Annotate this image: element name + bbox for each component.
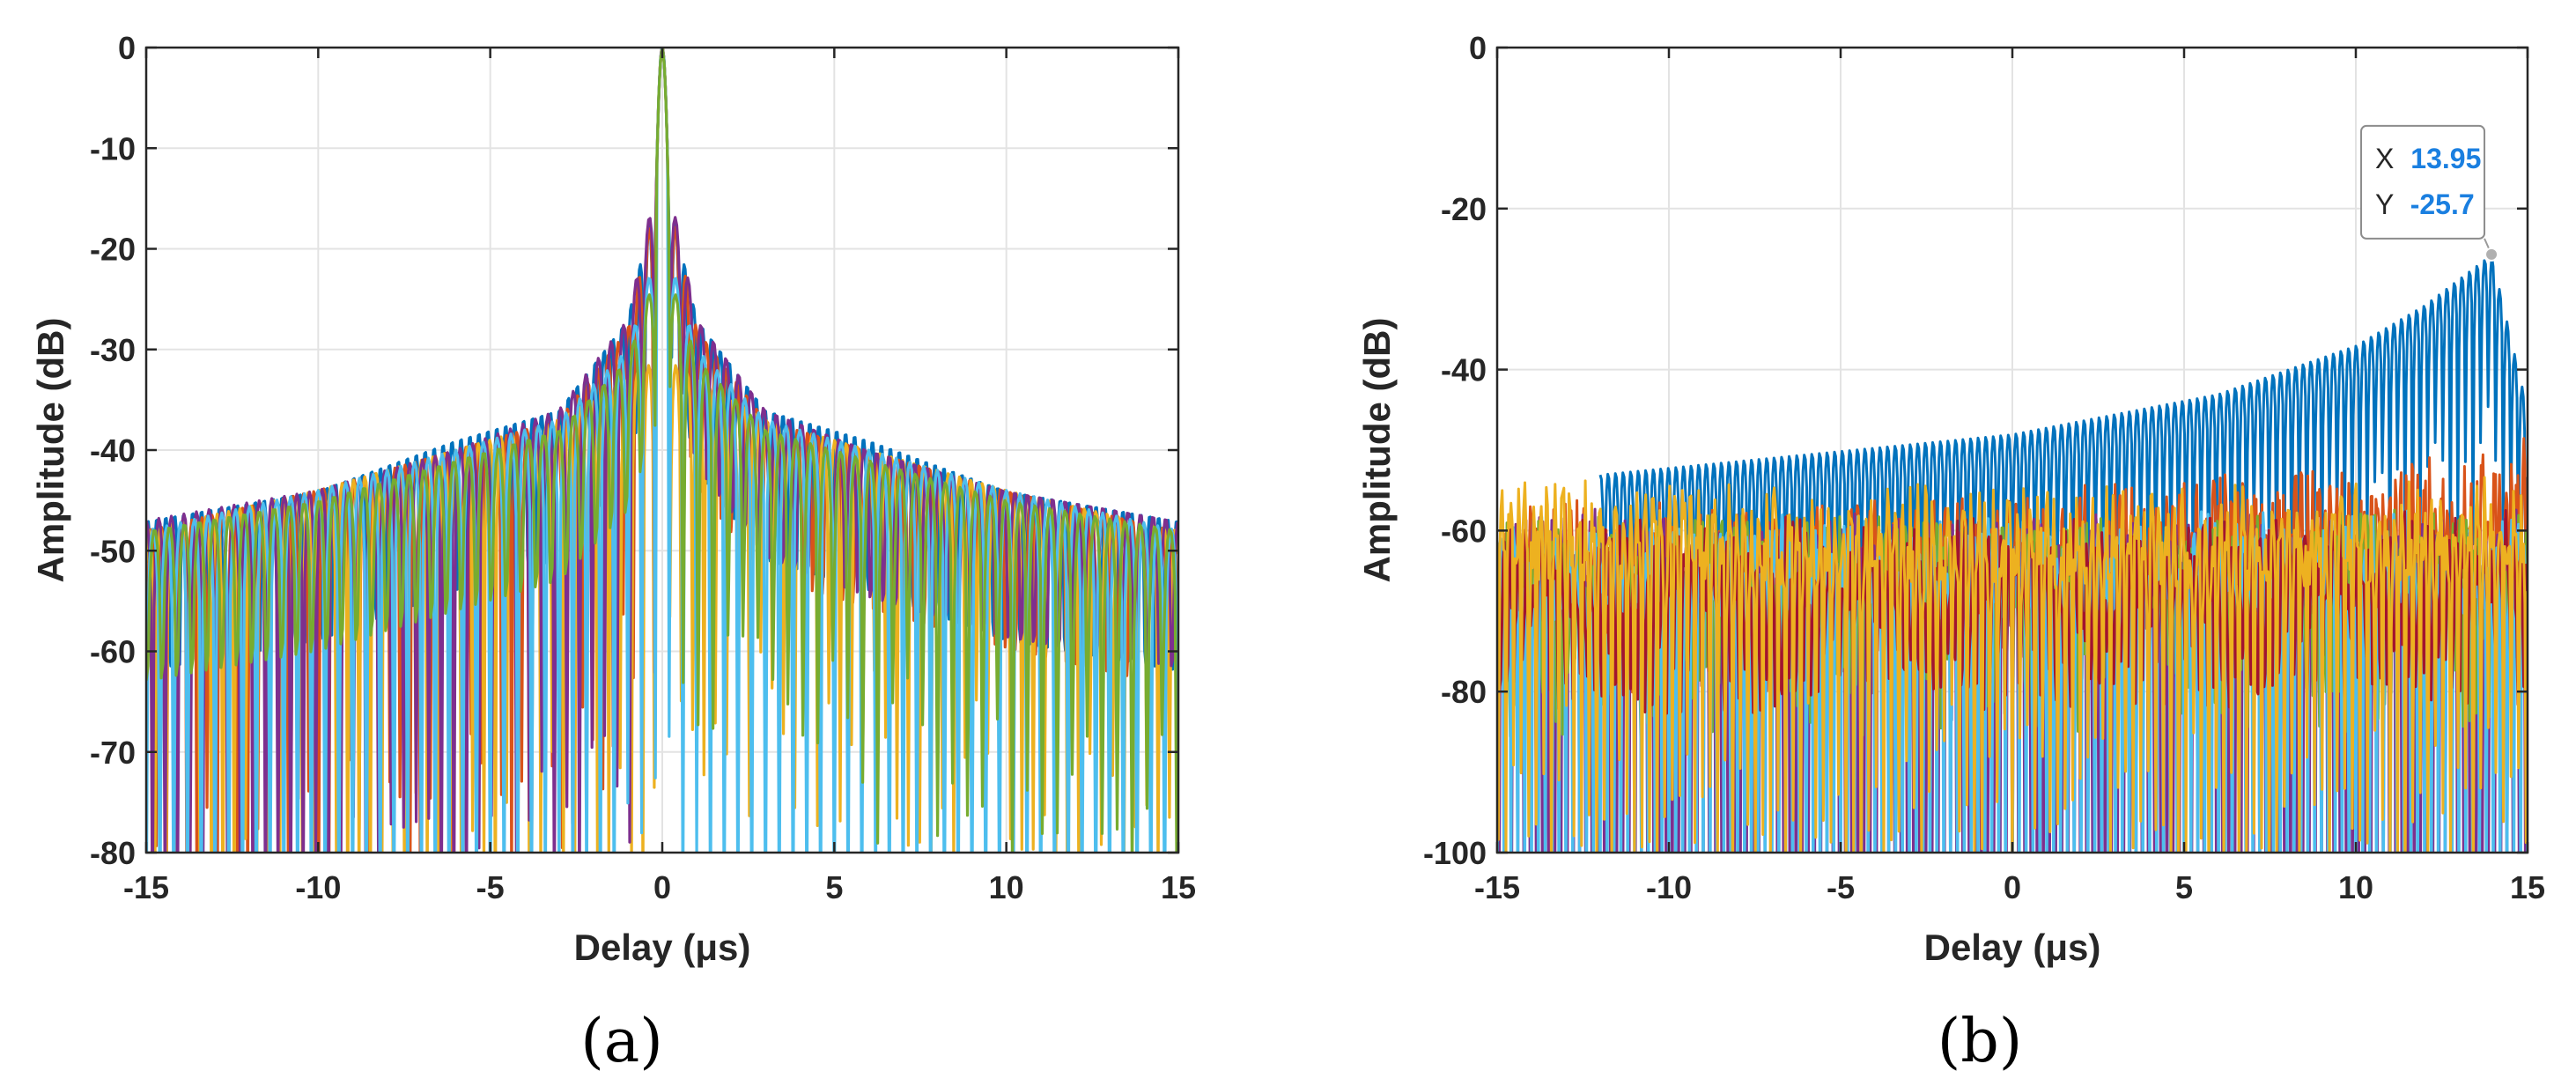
datatip-y-label: Y — [2375, 188, 2394, 220]
x-tick-label: 0 — [653, 869, 671, 905]
y-tick-label: 0 — [118, 30, 136, 66]
x-tick-label: 0 — [2004, 869, 2021, 905]
ticks-b — [1495, 46, 2529, 854]
x-tick-label: 10 — [989, 869, 1024, 905]
panel-label-b: (b) — [1938, 1007, 2023, 1076]
x-tick-labels-a: -15 -10 -5 0 5 10 15 — [123, 869, 1196, 905]
x-tick-label: -10 — [1646, 869, 1692, 905]
x-tick-label: 15 — [1161, 869, 1196, 905]
x-axis-label-b: Delay (μs) — [1924, 927, 2101, 968]
datatip-x-value: 13.95 — [2410, 143, 2481, 174]
x-tick-label: -5 — [476, 869, 505, 905]
x-tick-label: 10 — [2338, 869, 2373, 905]
panel-label-a: (a) — [580, 1007, 663, 1076]
y-tick-label: -20 — [1441, 191, 1487, 227]
y-tick-label: -20 — [90, 232, 136, 268]
datatip-x-row: X 13.95 — [2375, 143, 2481, 174]
y-axis-label-a: Amplitude (dB) — [30, 318, 71, 583]
y-tick-label: -100 — [1423, 835, 1487, 871]
datatip[interactable]: X 13.95 Y -25.7 — [2360, 124, 2499, 262]
y-tick-label: -30 — [90, 332, 136, 368]
datatip-y-row: Y -25.7 — [2375, 188, 2475, 220]
y-tick-labels-a: 0 -10 -20 -30 -40 -50 -60 -70 -80 — [90, 30, 136, 871]
x-tick-labels-b: -15 -10 -5 0 5 10 15 — [1474, 869, 2545, 905]
series-line-a-5 — [146, 48, 1178, 853]
traces-b — [1497, 255, 2528, 853]
y-tick-label: -80 — [90, 835, 136, 871]
datatip-y-value: -25.7 — [2410, 188, 2475, 220]
y-tick-label: -70 — [90, 735, 136, 771]
datatip-box — [2360, 124, 2486, 240]
y-tick-label: -10 — [90, 130, 136, 166]
x-tick-label: 15 — [2510, 869, 2545, 905]
ticks-a — [144, 46, 1180, 854]
x-tick-label: 5 — [825, 869, 843, 905]
panel-b: -15 -10 -5 0 5 10 15 0 -20 -40 -60 -80 -100 Delay (… — [1356, 30, 2545, 1076]
series-line-b-7 — [1497, 476, 2528, 853]
x-tick-label: -15 — [1474, 869, 1520, 905]
y-tick-label: -80 — [1441, 674, 1487, 710]
y-tick-label: -50 — [90, 533, 136, 569]
y-tick-label: -60 — [1441, 513, 1487, 549]
y-tick-label: 0 — [1469, 30, 1487, 66]
x-tick-label: -5 — [1827, 869, 1855, 905]
x-tick-label: -10 — [295, 869, 341, 905]
y-tick-label: -40 — [90, 432, 136, 469]
datatip-marker[interactable] — [2484, 247, 2499, 262]
y-tick-label: -40 — [1441, 352, 1487, 388]
x-axis-label-a: Delay (μs) — [574, 927, 751, 968]
x-tick-label: -15 — [123, 869, 169, 905]
panel-a: -15 -10 -5 0 5 10 15 0-10-20-30-40-50-60-70-80… — [30, 30, 1196, 1076]
y-tick-labels-b: 0 -20 -40 -60 -80 -100 — [1423, 30, 1487, 871]
x-tick-label: 5 — [2175, 869, 2193, 905]
y-tick-label: -60 — [90, 634, 136, 670]
datatip-x-label: X — [2375, 143, 2394, 174]
y-axis-label-b: Amplitude (dB) — [1356, 318, 1398, 583]
